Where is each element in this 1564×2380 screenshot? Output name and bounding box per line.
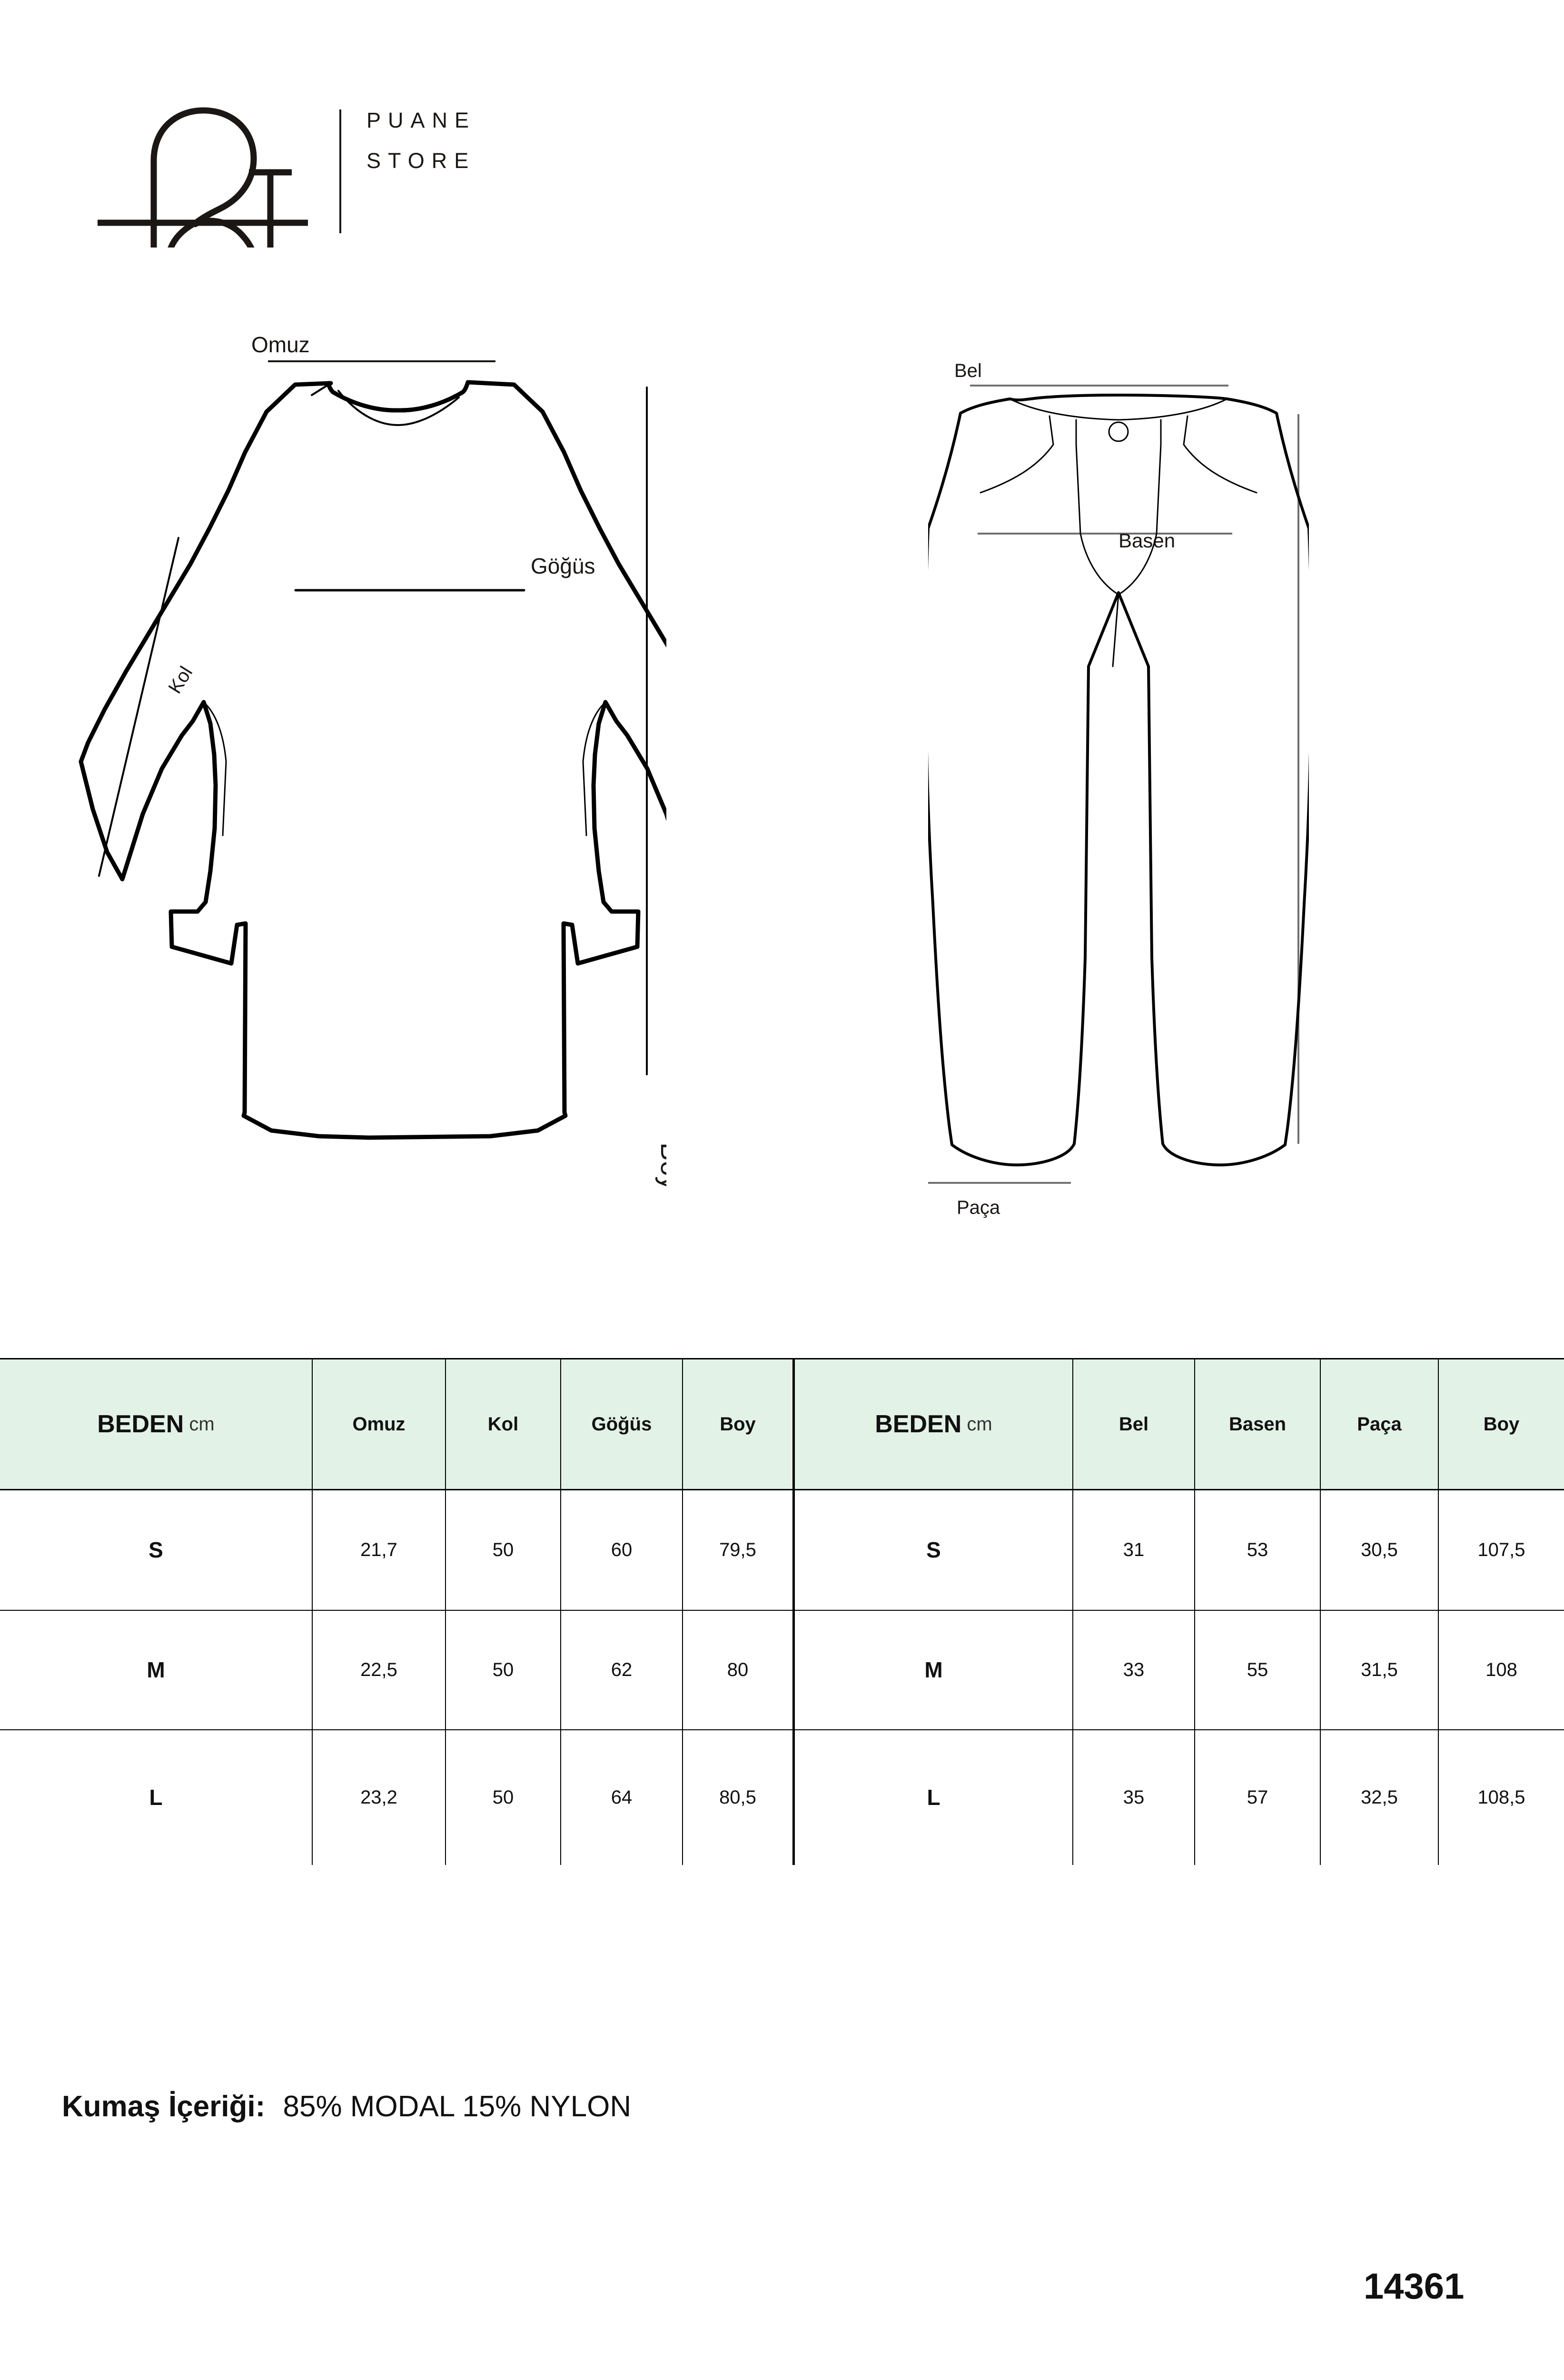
svg-text:Boy: Boy <box>655 1142 666 1190</box>
svg-text:Basen: Basen <box>1119 529 1175 552</box>
svg-text:Omuz: Omuz <box>251 333 310 357</box>
svg-text:Kol: Kol <box>164 663 197 697</box>
svg-text:Paça: Paça <box>957 1197 1000 1218</box>
svg-text:Bel: Bel <box>954 360 982 381</box>
svg-text:Göğüs: Göğüs <box>531 554 595 578</box>
